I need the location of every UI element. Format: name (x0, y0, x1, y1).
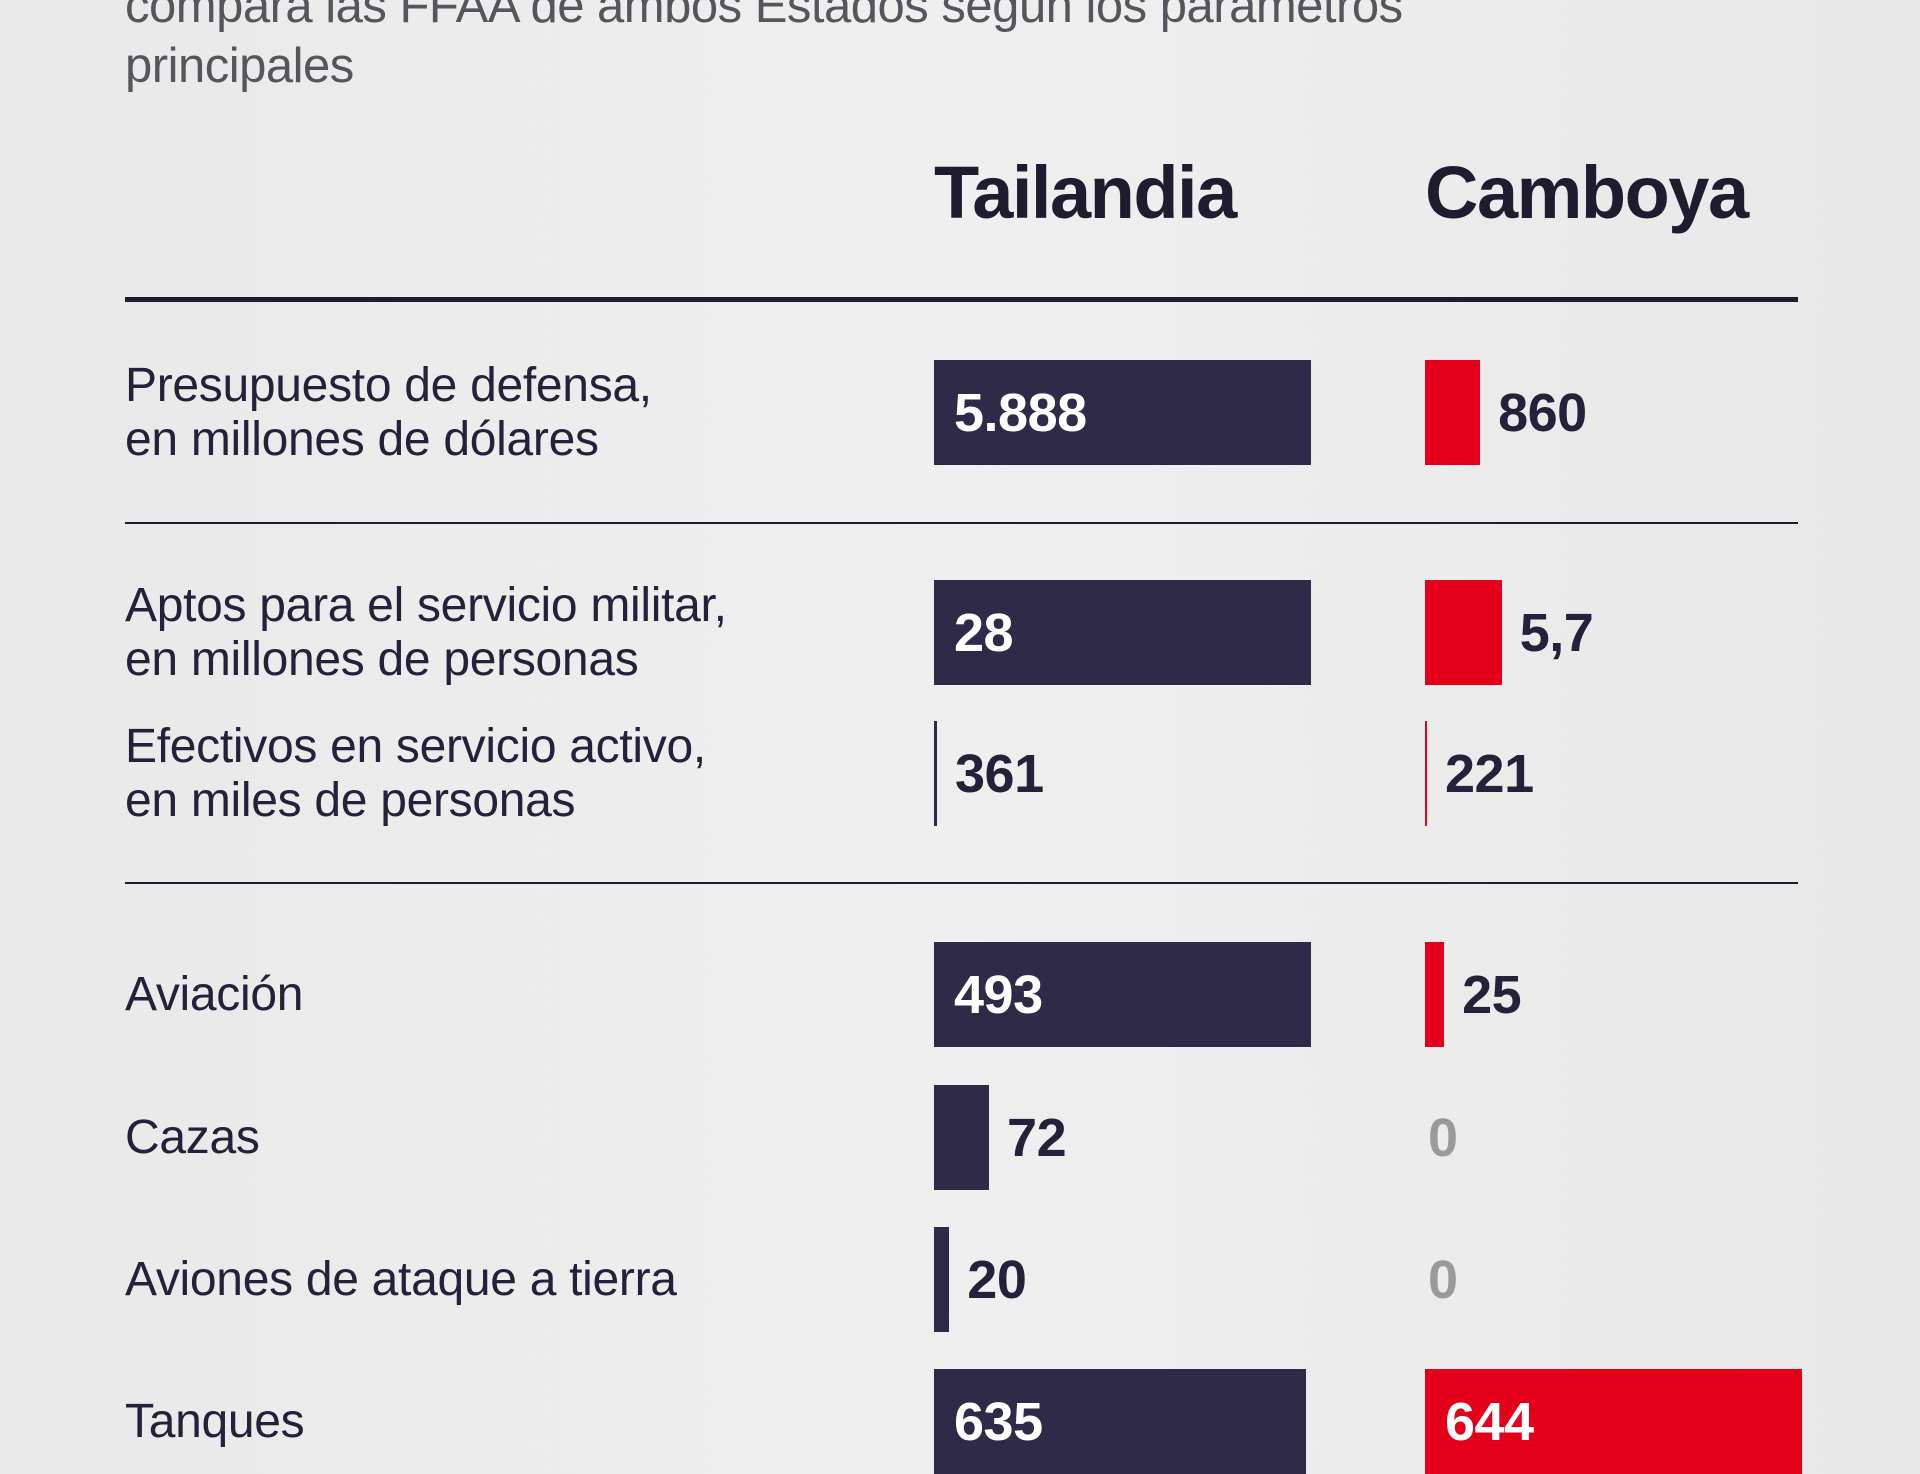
row-label: Presupuesto de defensa, (125, 358, 652, 412)
camboya-value-label: 860 (1498, 382, 1587, 443)
subtitle-line-2: principales (125, 39, 354, 93)
header-rule (125, 297, 1798, 302)
tailandia-bar (934, 360, 1311, 465)
camboya-value-label: 221 (1445, 743, 1534, 804)
row-label: en millones de dólares (125, 412, 599, 466)
camboya-value-label: 0 (1428, 1249, 1458, 1310)
tailandia-value-label: 20 (967, 1249, 1027, 1310)
row-label: Cazas (125, 1110, 260, 1164)
row-label: Aviones de ataque a tierra (125, 1252, 677, 1306)
tailandia-bar (934, 1227, 950, 1332)
camboya-bar (1425, 360, 1481, 465)
header-camboya: Camboya (1425, 151, 1749, 234)
row-label: Aptos para el servicio militar, (125, 578, 727, 632)
row-label: Aviación (125, 967, 304, 1021)
row-label: en miles de personas (125, 773, 576, 827)
tailandia-value-label: 361 (955, 743, 1044, 804)
subtitle-line-1: compara las FFAA de ambos Estados según … (125, 0, 1403, 33)
row-label: en millones de personas (125, 632, 639, 686)
row-label: Efectivos en servicio activo, (125, 719, 706, 773)
camboya-value-label: 644 (1445, 1391, 1534, 1452)
tailandia-value-label: 72 (1007, 1107, 1067, 1168)
tailandia-value-label: 5.888 (954, 382, 1087, 443)
tailandia-bar (934, 1085, 990, 1190)
camboya-value-label: 5,7 (1519, 602, 1594, 663)
camboya-bar (1425, 721, 1427, 826)
camboya-bar (1425, 580, 1502, 685)
divider-1 (125, 522, 1798, 524)
camboya-value-label: 0 (1428, 1107, 1458, 1168)
tailandia-value-label: 28 (954, 602, 1014, 663)
tailandia-bar (934, 580, 1311, 685)
camboya-value-label: 25 (1462, 964, 1522, 1025)
tailandia-bar (934, 721, 937, 826)
tailandia-bar (934, 942, 1311, 1047)
header-tailandia: Tailandia (934, 151, 1237, 234)
camboya-bar (1425, 942, 1445, 1047)
divider-2 (125, 882, 1798, 884)
tailandia-value-label: 493 (954, 964, 1043, 1025)
row-label: Tanques (125, 1394, 305, 1448)
tailandia-value-label: 635 (954, 1391, 1043, 1452)
